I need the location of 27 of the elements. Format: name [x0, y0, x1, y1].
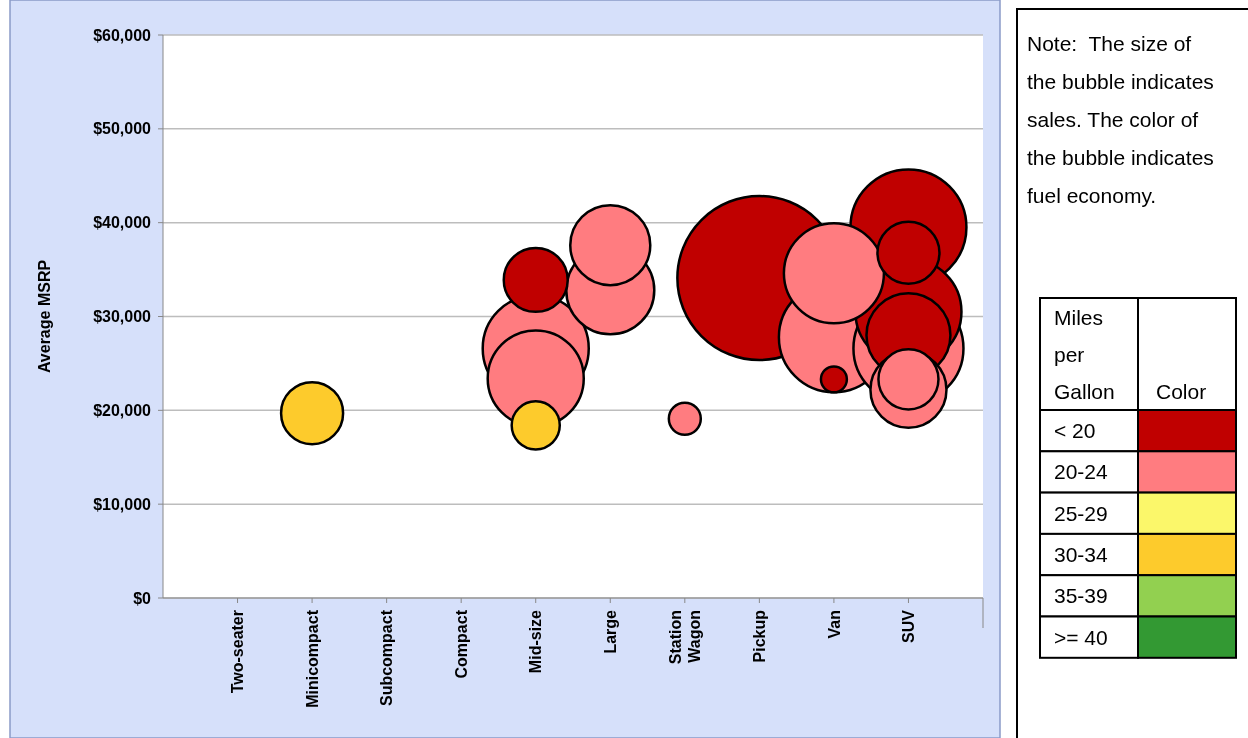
legend-label: 25-29	[1054, 501, 1108, 525]
x-tick-label: SUV	[900, 609, 918, 643]
y-tick-label: $20,000	[93, 401, 152, 419]
x-tick-label: Two-seater	[229, 610, 247, 694]
legend-label: < 20	[1054, 419, 1096, 442]
y-tick-label: $0	[133, 589, 152, 607]
x-tick-label: Mid-size	[527, 609, 545, 674]
x-tick-label: Station Wagon	[666, 610, 703, 665]
y-tick-label: $30,000	[93, 308, 152, 326]
x-tick-label: Pickup	[750, 609, 768, 663]
x-tick-label: Subcompact	[378, 609, 396, 707]
x-tick-label: Van	[825, 610, 843, 639]
x-tick-label: Compact	[452, 609, 470, 679]
text: Note: The size of the bubble indicates sales. The color of the bubble indicates fuel economy.	[1027, 32, 1214, 208]
text: Color	[1156, 380, 1207, 404]
legend-label: 30-34	[1054, 542, 1109, 566]
x-tick-label: Large	[601, 609, 619, 654]
y-tick-label: $50,000	[93, 120, 152, 138]
x-tick-label: Minicompact	[303, 609, 321, 708]
legend-label: >= 40	[1054, 625, 1108, 649]
y-tick-label: $10,000	[93, 495, 152, 513]
y-tick-label: $60,000	[93, 26, 152, 44]
y-tick-label: $40,000	[93, 214, 152, 232]
legend-label: 35-39	[1054, 584, 1108, 608]
legend-title: Miles per Gallon	[1054, 306, 1115, 404]
legend-label: 20-24	[1054, 460, 1109, 484]
y-axis-title: Average MSRP	[36, 259, 53, 374]
